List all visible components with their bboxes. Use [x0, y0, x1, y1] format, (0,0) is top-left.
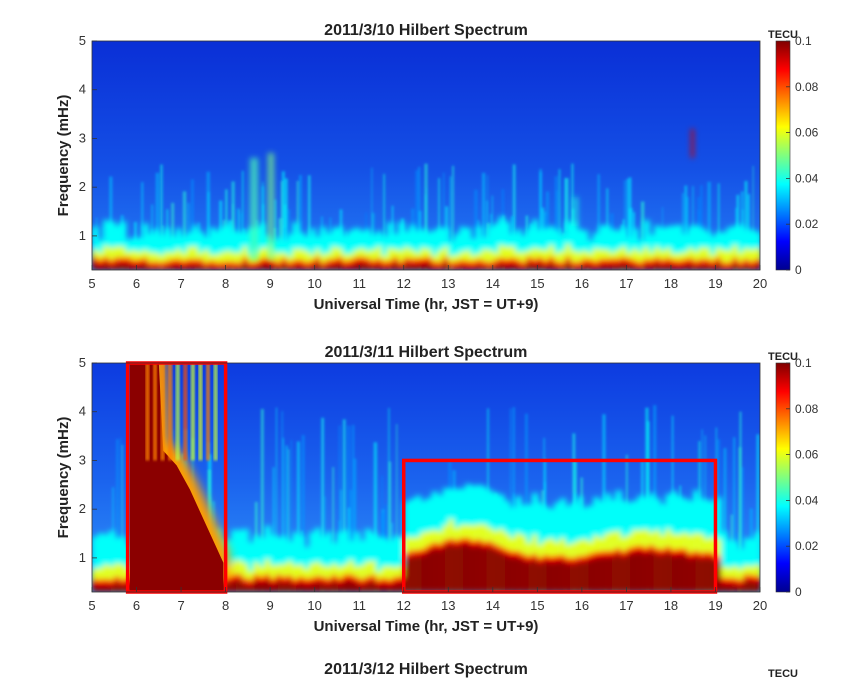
spectrum-panel-3: 2011/3/12 Hilbert Spectrum TECU [324, 661, 798, 680]
y-tick-label: 1 [79, 228, 86, 243]
x-tick-label: 8 [222, 598, 229, 613]
x-tick-label: 12 [396, 598, 410, 613]
x-axis: 5 6 7 8 9 10 11 12 13 14 15 16 17 18 19 20 Universal Tim… [88, 587, 767, 635]
y-tick-label: 5 [79, 33, 86, 48]
x-tick-label: 19 [708, 276, 722, 291]
colorbar-tick-label: 0.1 [795, 356, 812, 370]
saturated-broadband [129, 363, 230, 592]
colorbar-tick-label: 0.06 [795, 448, 819, 462]
x-axis-title: Universal Time (hr, JST = UT+9) [314, 618, 539, 635]
colorbar-tick-label: 0 [795, 585, 802, 599]
colorbar-gradient [775, 362, 791, 593]
colorbar-tick-label: 0.04 [795, 171, 819, 185]
x-tick-label: 12 [396, 276, 410, 291]
x-tick-label: 5 [88, 276, 95, 291]
x-tick-label: 16 [575, 598, 589, 613]
axes-frame [91, 362, 761, 593]
x-tick-label: 9 [267, 598, 274, 613]
panel-title: 2011/3/10 Hilbert Spectrum [324, 22, 528, 39]
x-tick-label: 7 [177, 598, 184, 613]
y-tick-label: 3 [79, 452, 86, 467]
heatmap-area [92, 41, 760, 270]
colorbar-tick-label: 0.06 [795, 126, 819, 140]
x-tick-label: 11 [352, 276, 366, 291]
x-axis-title: Universal Time (hr, JST = UT+9) [314, 296, 539, 313]
y-axis-title: Frequency (mHz) [55, 95, 72, 217]
colorbar-tick-label: 0.08 [795, 402, 819, 416]
colorbar-tick-label: 0.1 [795, 34, 812, 48]
colorbar-label: TECU [768, 668, 798, 680]
x-tick-label: 20 [753, 276, 767, 291]
panel-title: 2011/3/12 Hilbert Spectrum [324, 661, 528, 678]
y-axis: 1 2 3 4 5 Frequency (mHz) [55, 355, 97, 565]
y-tick-label: 3 [79, 130, 86, 145]
x-tick-label: 17 [619, 598, 633, 613]
y-tick-label: 4 [79, 82, 86, 97]
colorbar-label: TECU [768, 29, 798, 41]
x-tick-label: 6 [133, 276, 140, 291]
y-tick-label: 5 [79, 355, 86, 370]
colorbar-tick-label: 0.02 [795, 539, 819, 553]
colorbar-tick-label: 0.08 [795, 80, 819, 94]
axes-frame [91, 40, 761, 271]
weak-bursts [250, 128, 694, 261]
x-tick-label: 17 [619, 276, 633, 291]
panel-title: 2011/3/11 Hilbert Spectrum [325, 344, 528, 361]
x-tick-label: 6 [133, 598, 140, 613]
x-tick-label: 11 [352, 598, 366, 613]
y-axis: 1 2 3 4 5 Frequency (mHz) [55, 33, 97, 243]
heatmap-low-band [92, 484, 760, 592]
x-tick-label: 10 [307, 276, 321, 291]
x-tick-label: 5 [88, 598, 95, 613]
colorbar-label: TECU [768, 351, 798, 363]
y-axis-title: Frequency (mHz) [55, 417, 72, 539]
y-tick-label: 1 [79, 550, 86, 565]
x-tick-label: 14 [486, 598, 500, 613]
colorbar-tick-label: 0 [795, 263, 802, 277]
x-axis: 5 6 7 8 9 10 11 12 13 14 15 16 17 18 19 20 Universal Tim… [88, 265, 767, 313]
y-tick-label: 2 [79, 179, 86, 194]
x-tick-label: 16 [575, 276, 589, 291]
x-tick-label: 7 [177, 276, 184, 291]
colorbar-gradient [775, 40, 791, 271]
x-tick-label: 20 [753, 598, 767, 613]
colorbar-tick-label: 0.04 [795, 493, 819, 507]
x-tick-label: 8 [222, 276, 229, 291]
x-tick-label: 10 [307, 598, 321, 613]
colorbar-tick-label: 0.02 [795, 217, 819, 231]
x-tick-label: 13 [441, 276, 455, 291]
x-tick-label: 14 [486, 276, 500, 291]
heatmap-area [92, 363, 760, 592]
colorbar: 0 0.02 0.04 0.06 0.08 0.1 [775, 34, 819, 277]
heatmap-low-band [92, 216, 760, 270]
x-tick-label: 18 [664, 276, 678, 291]
x-tick-label: 13 [441, 598, 455, 613]
x-tick-label: 19 [708, 598, 722, 613]
y-tick-label: 2 [79, 501, 86, 516]
x-tick-label: 18 [664, 598, 678, 613]
x-tick-label: 9 [267, 276, 274, 291]
y-tick-label: 4 [79, 404, 86, 419]
x-tick-label: 15 [530, 598, 544, 613]
x-tick-label: 15 [530, 276, 544, 291]
colorbar: 0 0.02 0.04 0.06 0.08 0.1 [775, 356, 819, 599]
